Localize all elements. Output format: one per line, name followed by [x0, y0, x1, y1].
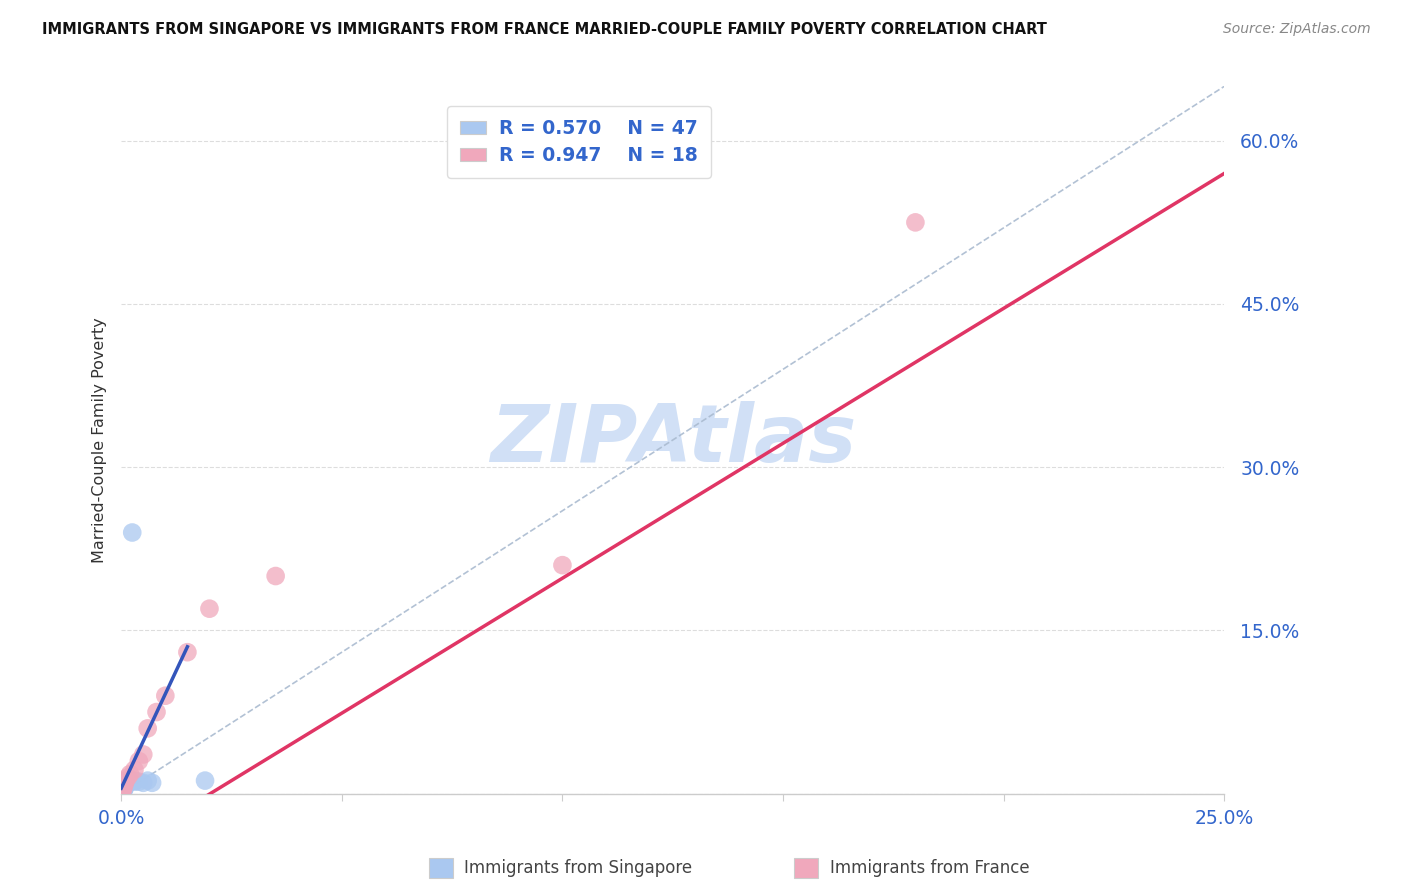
Point	[111, 778, 134, 792]
Point	[112, 777, 135, 791]
Point	[198, 601, 221, 615]
Y-axis label: Married-Couple Family Poverty: Married-Couple Family Poverty	[93, 318, 107, 563]
Point	[114, 779, 136, 793]
Legend: R = 0.570    N = 47, R = 0.947    N = 18: R = 0.570 N = 47, R = 0.947 N = 18	[447, 106, 711, 178]
Point	[114, 773, 136, 788]
Point	[112, 778, 135, 792]
Point	[117, 774, 139, 789]
Point	[904, 215, 927, 229]
Text: ZIPAtlas: ZIPAtlas	[489, 401, 856, 479]
Point	[145, 705, 167, 719]
Point	[114, 777, 136, 791]
Point	[112, 781, 135, 796]
Point	[112, 774, 135, 789]
Point	[111, 782, 134, 797]
Point	[112, 777, 135, 791]
Point	[132, 776, 155, 790]
Point	[111, 782, 134, 797]
Point	[551, 558, 574, 573]
Point	[111, 780, 134, 794]
Point	[136, 773, 159, 788]
Point	[112, 780, 135, 794]
Point	[118, 767, 141, 781]
Point	[112, 780, 135, 794]
Point	[111, 784, 134, 798]
Point	[155, 689, 177, 703]
Point	[112, 780, 135, 794]
Point	[124, 774, 146, 789]
Point	[194, 773, 217, 788]
Point	[111, 780, 134, 794]
Point	[121, 525, 143, 540]
Point	[111, 777, 134, 791]
Point	[115, 774, 138, 789]
Point	[264, 569, 287, 583]
Text: Immigrants from Singapore: Immigrants from Singapore	[464, 859, 692, 877]
Point	[114, 774, 136, 789]
Point	[112, 779, 135, 793]
Point	[124, 763, 146, 777]
Point	[112, 781, 135, 796]
Point	[141, 776, 163, 790]
Point	[112, 777, 135, 791]
Point	[111, 781, 134, 796]
Point	[112, 778, 135, 792]
Point	[176, 645, 198, 659]
Point	[114, 781, 136, 796]
Point	[111, 779, 134, 793]
Point	[136, 722, 159, 736]
Point	[124, 773, 146, 788]
Point	[117, 770, 139, 784]
Point	[112, 780, 135, 794]
Point	[114, 776, 136, 790]
Point	[114, 776, 136, 790]
Point	[112, 776, 135, 790]
Point	[112, 782, 135, 797]
Point	[118, 773, 141, 788]
Point	[112, 781, 135, 796]
Point	[112, 779, 135, 793]
Point	[111, 783, 134, 797]
Point	[118, 774, 141, 789]
Point	[128, 754, 150, 768]
Point	[112, 782, 135, 797]
Text: Source: ZipAtlas.com: Source: ZipAtlas.com	[1223, 22, 1371, 37]
Point	[111, 783, 134, 797]
Point	[114, 776, 136, 790]
Point	[112, 776, 135, 790]
Text: Immigrants from France: Immigrants from France	[830, 859, 1029, 877]
Text: IMMIGRANTS FROM SINGAPORE VS IMMIGRANTS FROM FRANCE MARRIED-COUPLE FAMILY POVERT: IMMIGRANTS FROM SINGAPORE VS IMMIGRANTS …	[42, 22, 1047, 37]
Point	[112, 779, 135, 793]
Point	[112, 778, 135, 792]
Point	[128, 774, 150, 789]
Point	[132, 747, 155, 762]
